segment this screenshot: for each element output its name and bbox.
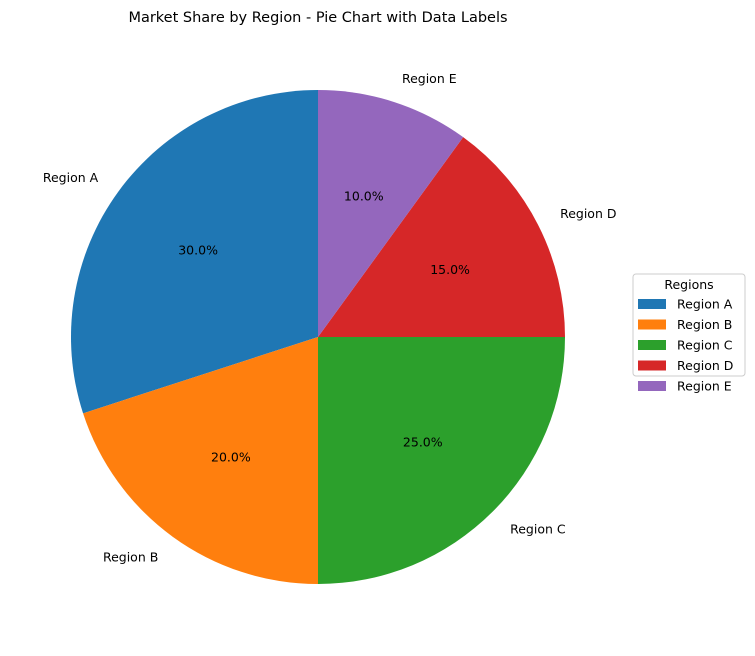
legend-label-region-b: Region B	[677, 317, 732, 332]
legend-swatch-region-e	[638, 381, 666, 391]
percentage-label-region-d: 15.0%	[430, 262, 470, 277]
slice-label-region-e: Region E	[402, 71, 457, 86]
legend-title: Regions	[664, 277, 713, 292]
legend-label-region-e: Region E	[677, 379, 732, 394]
legend-entries: Region A Region B Region C Region D Region E	[638, 297, 733, 394]
slice-label-region-a: Region A	[43, 170, 99, 185]
slice-label-region-d: Region D	[560, 206, 616, 221]
slice-labels: Region A Region B Region C Region D Region E	[43, 71, 617, 564]
pie-slice-region-e	[318, 90, 464, 337]
legend-label-region-d: Region D	[677, 358, 733, 373]
legend-swatch-region-b	[638, 319, 666, 330]
pie-slice-region-b	[83, 337, 318, 584]
pie-slices	[70, 90, 565, 584]
percentage-label-region-b: 20.0%	[211, 449, 251, 464]
slice-label-region-b: Region B	[103, 549, 158, 564]
percentage-label-region-c: 25.0%	[403, 434, 443, 449]
legend-label-region-c: Region C	[677, 338, 733, 353]
legend-label-region-a: Region A	[677, 297, 733, 312]
legend-swatch-region-a	[638, 299, 666, 309]
legend-swatch-region-d	[638, 360, 666, 371]
percentage-label-region-e: 10.0%	[344, 189, 384, 204]
pie-slice-region-a	[70, 90, 318, 414]
percentage-labels: 30.0% 20.0% 25.0% 15.0% 10.0%	[178, 189, 470, 465]
legend-swatch-region-c	[638, 340, 666, 350]
chart-title: Market Share by Region - Pie Chart with …	[128, 10, 507, 26]
pie-slice-region-d	[318, 137, 565, 337]
pie-slice-region-c	[318, 337, 565, 584]
slice-label-region-c: Region C	[510, 522, 566, 537]
legend: Regions Region A Region B Region C Region D…	[632, 273, 746, 394]
percentage-label-region-a: 30.0%	[178, 242, 218, 257]
